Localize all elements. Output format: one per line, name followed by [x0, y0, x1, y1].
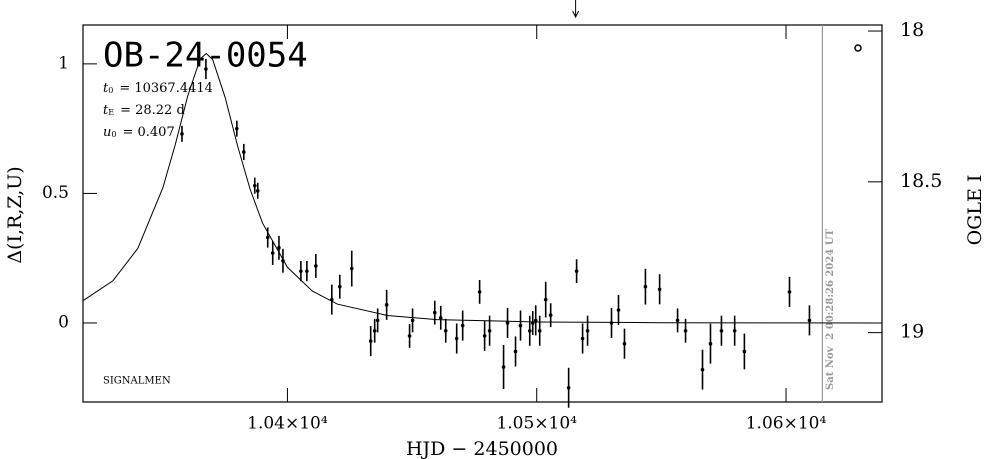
arrow	[572, 0, 580, 19]
data-point	[375, 318, 380, 323]
data-point	[337, 284, 342, 289]
parameter-symbol: t	[103, 103, 109, 118]
data-point	[372, 328, 377, 333]
data-point	[787, 290, 792, 294]
data-point	[533, 318, 538, 323]
data-point	[543, 297, 548, 302]
plot-frame	[82, 24, 883, 403]
y-tick-label: 1	[58, 53, 69, 73]
data-point	[657, 287, 662, 292]
data-point	[807, 318, 812, 323]
data-point	[314, 264, 318, 268]
data-point	[683, 328, 688, 333]
y2-tick-label: 18	[900, 19, 924, 41]
data-point	[454, 336, 459, 341]
parameter-text: = 28.22 d	[120, 103, 185, 118]
model-curve	[82, 52, 883, 324]
annotation: SIGNALMEN	[103, 376, 171, 387]
y-tick-label: 0.5	[42, 183, 69, 203]
data-point	[513, 349, 518, 354]
data-point	[305, 269, 309, 273]
data-point	[643, 284, 648, 289]
parameter-symbol: t	[103, 81, 109, 96]
data-point	[487, 328, 492, 333]
data-point	[700, 367, 705, 372]
x-axis-label: HJD − 2450000	[406, 438, 558, 459]
data-point	[719, 328, 724, 333]
y-axis-label: Δ(I,R,Z,U)	[4, 166, 26, 263]
data-point	[616, 308, 621, 312]
data-point	[585, 328, 590, 333]
parameter: u0 = 0.407	[103, 125, 175, 140]
parameter-symbol: u	[103, 125, 111, 140]
data-point	[742, 349, 747, 354]
data-point	[609, 321, 614, 325]
parameter-text: = 0.407	[122, 125, 174, 140]
data-point	[241, 150, 246, 154]
data-point	[180, 132, 184, 136]
y2-tick-label: 19	[900, 321, 924, 343]
data-point	[255, 189, 260, 193]
y-tick-label: 0	[58, 312, 69, 332]
data-point	[368, 339, 373, 343]
data-point	[530, 321, 535, 325]
data-point	[384, 303, 389, 307]
data-point	[438, 315, 443, 320]
parameter-subscript: E	[108, 108, 114, 117]
data-point	[277, 246, 281, 250]
data-point	[407, 334, 412, 338]
data-point	[518, 323, 523, 328]
data-point	[443, 328, 448, 333]
data-point	[622, 341, 627, 346]
data-point	[432, 310, 437, 315]
data-point	[708, 341, 713, 346]
data-point	[482, 334, 487, 338]
data-point	[235, 126, 239, 131]
timestamp: Sat Nov 2 00:28:26 2024 UT	[825, 229, 836, 390]
parameter: t0 = 10367.4414	[103, 81, 213, 96]
parameter-subscript: 0	[111, 130, 116, 139]
x-tick-label: 1.04×10⁴	[247, 414, 328, 434]
data-point	[410, 318, 415, 323]
x-tick-label: 1.05×10⁴	[496, 414, 577, 434]
data-point	[501, 365, 506, 369]
data-point	[460, 323, 465, 328]
x-tick-label: 1.06×10⁴	[746, 414, 827, 434]
data-point	[580, 336, 585, 341]
parameter-text: = 10367.4414	[119, 81, 213, 96]
y2-tick-label: 18.5	[900, 170, 942, 192]
data-point	[548, 313, 553, 317]
symbol	[854, 44, 862, 52]
data-point	[329, 297, 334, 302]
data-point	[675, 318, 680, 323]
data-point	[566, 385, 571, 390]
parameter-subscript: 0	[108, 86, 113, 95]
data-point	[505, 321, 510, 325]
data-point	[265, 235, 270, 240]
data-point	[299, 269, 303, 273]
data-point	[349, 266, 354, 271]
data-point	[732, 328, 737, 333]
data-point	[527, 328, 532, 333]
data-point	[252, 183, 257, 188]
data-point	[477, 290, 482, 294]
data-point	[281, 258, 285, 263]
y2-axis-label: OGLE I	[964, 175, 986, 246]
data-point	[574, 269, 579, 273]
data-point	[537, 328, 542, 333]
data-point	[204, 67, 208, 71]
parameter: tE = 28.22 d	[103, 103, 185, 118]
data-point	[270, 251, 275, 255]
